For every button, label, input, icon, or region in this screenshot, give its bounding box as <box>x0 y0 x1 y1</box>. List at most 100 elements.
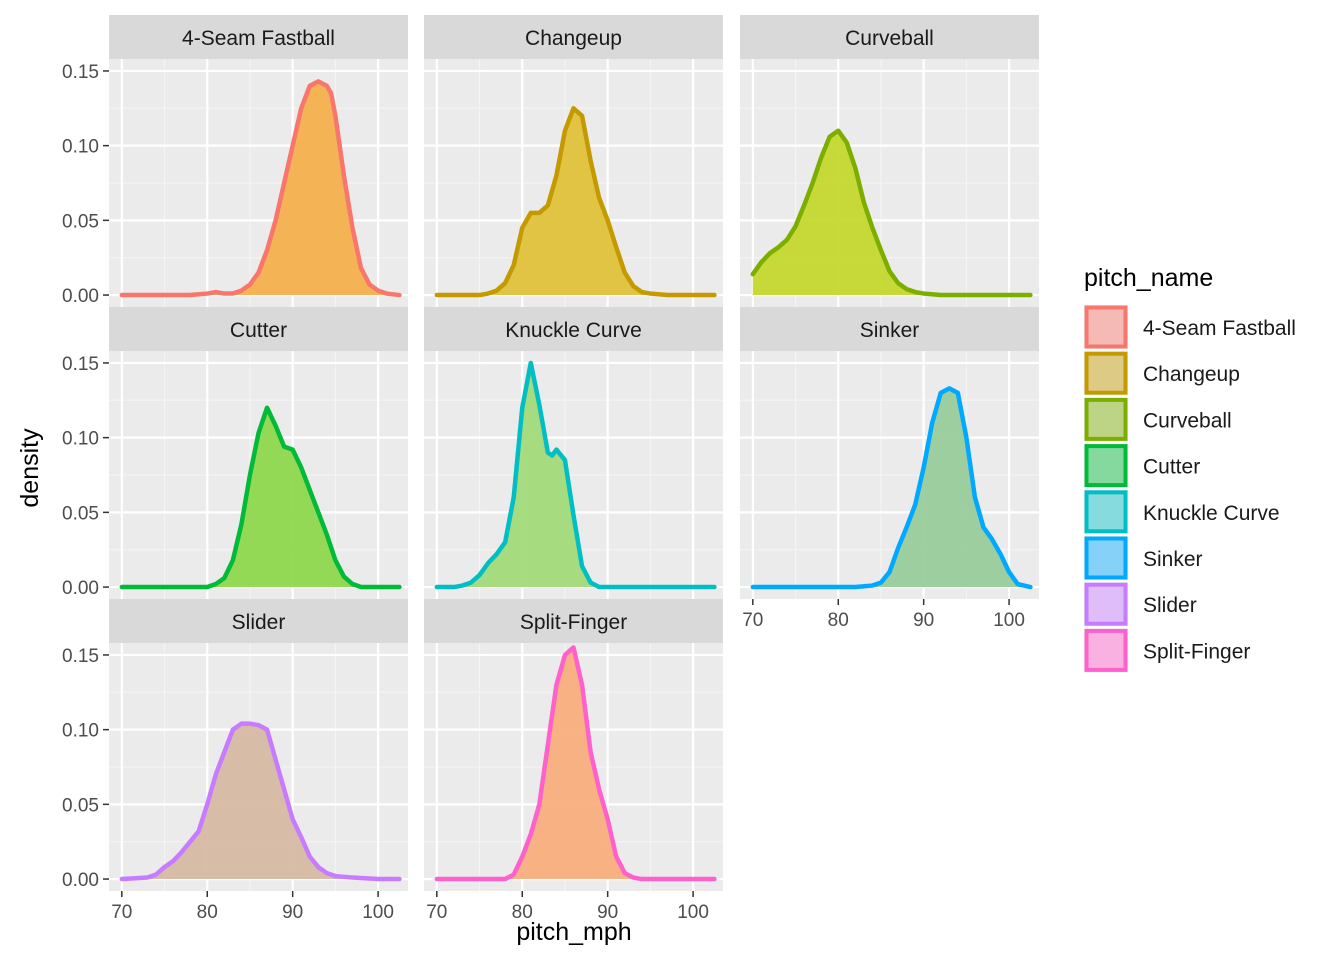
density-line <box>750 386 1033 590</box>
facet-strip-label: Split-Finger <box>520 611 627 634</box>
legend-item-cutter: Cutter <box>1084 443 1200 488</box>
x-tick-label: 90 <box>282 902 303 923</box>
legend-key-background <box>1084 305 1128 349</box>
x-tick-label: 90 <box>913 610 934 631</box>
legend-item-slider: Slider <box>1084 582 1197 627</box>
legend-key-background <box>1084 582 1128 627</box>
legend-title: pitch_name <box>1084 264 1213 292</box>
facet-strip-label: Cutter <box>230 319 287 342</box>
y-tick-label: 0.05 <box>62 795 99 816</box>
legend-item-label: 4-Seam Fastball <box>1143 317 1296 340</box>
legend-item-label: Split-Finger <box>1143 640 1250 663</box>
legend-item-label: Slider <box>1143 594 1197 617</box>
legend-item-label: Sinker <box>1143 548 1203 571</box>
density-line <box>434 360 717 590</box>
density-area <box>121 723 400 880</box>
facet-panel-knuckle-curve: Knuckle Curve <box>424 307 723 599</box>
y-tick-label: 0.00 <box>62 578 99 599</box>
legend-key-background <box>1084 628 1128 673</box>
legend-item-label: Knuckle Curve <box>1143 502 1280 525</box>
facet-panel-4-seam-fastball: 4-Seam Fastball 0.00 0.05 0.10 0.15 <box>62 15 408 307</box>
facet-strip-label: Sinker <box>860 319 920 342</box>
y-tick-label: 0.10 <box>62 137 99 158</box>
facet-strip <box>740 307 1039 351</box>
facet-strip <box>740 15 1039 59</box>
legend-key-swatch <box>1084 628 1128 672</box>
x-tick-label: 80 <box>828 610 849 631</box>
facet-panel-cutter: Cutter 0.00 0.05 0.10 0.15 <box>62 307 408 599</box>
legend-key-swatch <box>1084 490 1128 534</box>
facet-strip <box>424 307 723 351</box>
y-tick-label: 0.05 <box>62 211 99 232</box>
legend: pitch_name 4-Seam Fastball Changeup Curveba… <box>1084 264 1296 673</box>
y-tick-label: 0.05 <box>62 503 99 524</box>
facet-strip <box>424 599 723 643</box>
legend-key-swatch <box>1084 536 1128 580</box>
y-tick-label: 0.15 <box>62 354 99 375</box>
density-line <box>434 106 717 298</box>
legend-item-label: Curveball <box>1143 409 1232 432</box>
y-tick-label: 0.15 <box>62 646 99 667</box>
facet-strip-label: 4-Seam Fastball <box>182 27 335 50</box>
facet-strip-label: Curveball <box>845 27 934 50</box>
density-area <box>436 108 715 296</box>
facet-strip-label: Slider <box>232 611 286 634</box>
density-line <box>434 645 717 882</box>
y-tick-label: 0.10 <box>62 721 99 742</box>
legend-item-knuckle-curve: Knuckle Curve <box>1084 489 1280 534</box>
legend-key-background <box>1084 536 1128 580</box>
legend-key-swatch <box>1084 444 1128 488</box>
legend-item-changeup: Changeup <box>1084 351 1240 396</box>
facet-strip <box>109 15 408 59</box>
legend-key-swatch <box>1084 582 1128 626</box>
facet-strip <box>109 599 408 643</box>
legend-item-sinker: Sinker <box>1084 536 1203 580</box>
density-area <box>121 407 400 588</box>
y-tick-label: 0.00 <box>62 870 99 891</box>
y-axis-title: density <box>16 428 44 508</box>
facet-strip <box>424 15 723 59</box>
x-axis-title: pitch_mph <box>516 918 631 946</box>
x-tick-label: 80 <box>197 902 218 923</box>
density-line <box>119 721 402 882</box>
legend-key-background <box>1084 443 1128 488</box>
facet-strip-label: Knuckle Curve <box>505 319 642 342</box>
density-area <box>121 81 400 296</box>
facet-panel-changeup: Changeup <box>424 15 723 307</box>
legend-key-swatch <box>1084 397 1128 441</box>
density-line <box>750 128 1033 298</box>
y-tick-label: 0.10 <box>62 429 99 450</box>
x-tick-label: 70 <box>111 902 132 923</box>
y-tick-label: 0.00 <box>62 286 99 307</box>
x-tick-label: 100 <box>993 610 1025 631</box>
facet-panel-slider: Slider 0.00 0.05 0.10 0.15 70 80 90 100 <box>62 599 408 923</box>
facet-strip-label: Changeup <box>525 27 622 50</box>
legend-key-swatch <box>1084 351 1128 395</box>
density-area <box>752 388 1031 588</box>
density-area <box>436 647 715 880</box>
x-tick-label: 100 <box>677 902 709 923</box>
x-tick-label: 70 <box>742 610 763 631</box>
density-line <box>119 405 402 590</box>
x-tick-label: 90 <box>597 902 618 923</box>
x-tick-label: 100 <box>362 902 394 923</box>
legend-key-background <box>1084 351 1128 396</box>
facet-panel-split-finger: Split-Finger 70 80 90 100 <box>424 599 723 923</box>
legend-item-4-seam-fastball: 4-Seam Fastball <box>1084 305 1296 349</box>
legend-key-background <box>1084 489 1128 534</box>
y-tick-label: 0.15 <box>62 62 99 83</box>
density-line <box>119 79 402 298</box>
x-tick-label: 80 <box>512 902 533 923</box>
legend-key-swatch <box>1084 305 1128 349</box>
legend-item-label: Changeup <box>1143 363 1240 386</box>
facet-panel-curveball: Curveball <box>740 15 1039 307</box>
legend-key-background <box>1084 397 1128 442</box>
legend-item-split-finger: Split-Finger <box>1084 628 1250 673</box>
density-area <box>436 362 715 588</box>
legend-item-label: Cutter <box>1143 456 1200 479</box>
x-tick-label: 70 <box>426 902 447 923</box>
facet-panel-sinker: Sinker 70 80 90 100 <box>740 307 1039 631</box>
facet-strip <box>109 307 408 351</box>
legend-item-curveball: Curveball <box>1084 397 1232 442</box>
